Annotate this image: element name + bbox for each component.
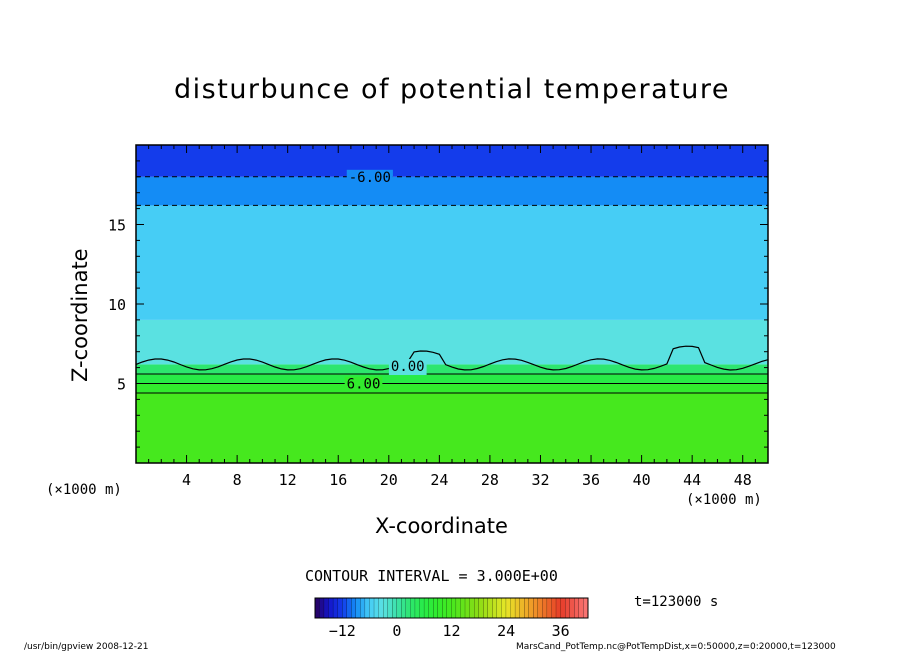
- colorbar-label-0: −12: [329, 622, 356, 640]
- y-tick-label-0: 5: [117, 376, 126, 394]
- contour-label-1: 0.00: [391, 359, 425, 375]
- x-tick-label-7: 32: [531, 471, 549, 489]
- x-unit-right: (×1000 m): [686, 492, 762, 508]
- x-tick-label-9: 40: [633, 471, 651, 489]
- footer-left: /usr/bin/gpview 2008-12-21: [24, 642, 149, 652]
- x-tick-label-0: 4: [182, 471, 191, 489]
- contour-label-2: 6.00: [347, 377, 381, 393]
- contour-label-0: -6.00: [349, 170, 391, 186]
- time-label: t=123000 s: [634, 594, 719, 610]
- x-tick-label-4: 20: [380, 471, 398, 489]
- y-tick-label-1: 10: [108, 296, 126, 314]
- contour-band-7: [136, 145, 768, 177]
- x-tick-label-11: 48: [734, 471, 752, 489]
- contour-band-0: [136, 393, 768, 463]
- x-unit-left: (×1000 m): [46, 482, 122, 498]
- colorbar-label-4: 36: [552, 622, 570, 640]
- colorbar-frame: [314, 597, 589, 619]
- contour-band-3: [136, 364, 768, 374]
- footer-right: MarsCand_PotTemp.nc@PotTempDist,x=0:5000…: [516, 642, 836, 652]
- x-axis-label: X-coordinate: [375, 514, 508, 538]
- zero-contour: [135, 345, 769, 371]
- chart-title: disturbunce of potential temperature: [174, 74, 730, 105]
- x-tick-label-6: 28: [481, 471, 499, 489]
- x-tick-label-3: 16: [329, 471, 347, 489]
- x-tick-label-1: 8: [233, 471, 242, 489]
- y-axis-label: Z-coordinate: [68, 248, 92, 382]
- contour-band-1: [136, 383, 768, 394]
- contour-band-4: [136, 319, 768, 365]
- colorbar-label-3: 24: [497, 622, 515, 640]
- colorbar-label-1: 0: [392, 622, 401, 640]
- contour-band-2: [136, 373, 768, 384]
- contour-interval: CONTOUR INTERVAL = 3.000E+00: [305, 567, 558, 585]
- x-tick-label-8: 36: [582, 471, 600, 489]
- x-tick-label-2: 12: [279, 471, 297, 489]
- contour-band-5: [136, 205, 768, 320]
- y-tick-label-2: 15: [108, 217, 126, 235]
- contour-band-6: [136, 176, 768, 206]
- x-tick-label-5: 24: [430, 471, 448, 489]
- x-tick-label-10: 44: [683, 471, 701, 489]
- colorbar-label-2: 12: [442, 622, 460, 640]
